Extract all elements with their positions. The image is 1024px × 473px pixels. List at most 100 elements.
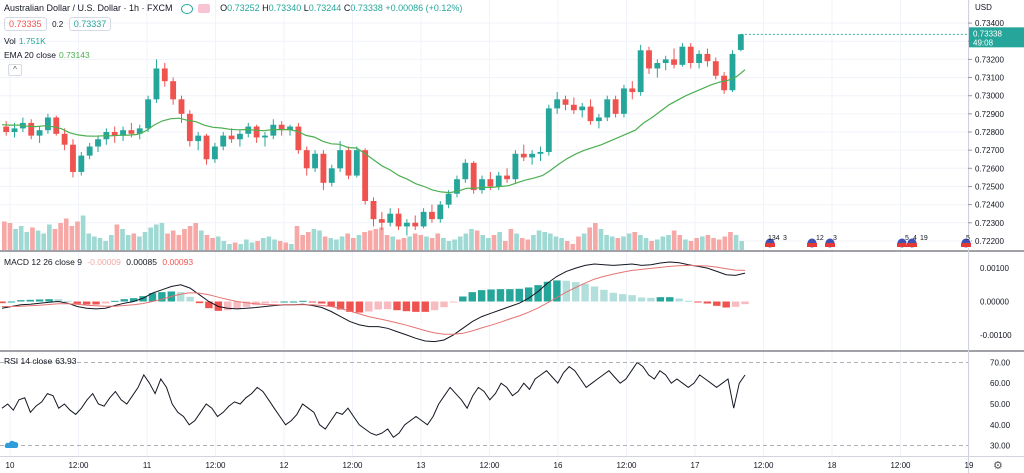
macd-hist-bar [609,292,618,302]
volume-bar [2,221,7,250]
collapse-legend-button[interactable]: ^ [8,64,22,76]
volume-bar [401,238,407,250]
macd-hist-bar [515,288,523,302]
volume-bar [30,227,35,250]
volume-bar [435,233,441,250]
time-tick-label: 12:00 [205,461,226,470]
macd-hist-bar [224,301,232,311]
ohlc-change: +0.00086 (+0.12%) [385,3,463,13]
volume-bar [317,230,322,250]
eye-icon[interactable] [181,3,194,14]
volume-bar [598,229,604,250]
macd-hist-bar [176,292,185,302]
price-tick-label: 0.73000 [975,92,1004,101]
candle-body [136,128,143,134]
volume-bar [615,238,621,250]
volume-bar [581,233,587,250]
volume-bar [677,235,683,250]
candle-body [145,99,152,129]
rsi-axis[interactable]: 70.00 60.00 50.00 40.00 30.00 [990,358,1011,450]
volume-bar [244,239,249,250]
price-axis[interactable]: 0.734000.733000.732000.731000.730000.729… [968,19,1024,246]
macd-hist-bar [242,301,251,307]
volume-bar [373,229,379,250]
volume-bar [86,233,92,250]
event-count: 19 [920,235,928,242]
macd-hist-bar [205,301,213,309]
macd-hist-bar [45,299,53,302]
ema-legend[interactable]: EMA 20 close 0.73143 [4,50,90,60]
candle-body [412,222,419,227]
volume-legend[interactable]: Vol 1.751K [4,36,46,46]
candle-body [604,99,611,118]
volume-bar [187,226,193,250]
macd-legend[interactable]: MACD 12 26 close 9 -0.00009 0.00085 0.00… [4,257,193,267]
volume-bar [683,239,688,250]
candle-body [621,88,627,114]
settings-gear-icon[interactable]: ⚙ [993,460,1003,472]
macd-hist-bar [92,301,100,305]
macd-hist-bar [129,298,138,302]
macd-tick-label: 0.00000 [980,298,1009,307]
volume-bar [328,238,334,250]
volume-bar [148,227,153,250]
volume-bar [429,238,435,250]
candlesticks[interactable] [3,33,744,236]
ohlc-close: 0.73338 [350,3,383,13]
macd-hist-bar [233,301,241,309]
buy-button[interactable]: 0.73337 [68,17,112,31]
volume-bar [728,232,733,250]
rsi-value: 63.93 [55,356,77,366]
symbol-title[interactable]: Australian Dollar / U.S. Dollar · 1h · F… [4,3,173,13]
macd-hist-bar [600,289,608,302]
macd-hist-bar [534,285,542,302]
macd-hist-bar [54,299,63,302]
volume-bar [699,236,705,250]
volume-bar [638,235,643,250]
candle-body [312,153,318,169]
macd-hist-bar [374,301,382,310]
volume-value: 1.751K [18,36,46,46]
economic-events[interactable]: 134 3 12 3 5 4 19 5 [764,235,972,249]
candle-body [11,128,18,132]
macd-label: MACD 12 26 close 9 [4,257,82,267]
macd-hist-bar [496,289,505,302]
candle-body [637,50,644,93]
macd-hist-bar [346,301,354,312]
candle-body [320,153,327,183]
ohlc-close-label: C [343,3,351,13]
volume-bar [441,238,446,250]
macd-hist-bar [393,301,401,311]
rsi-legend[interactable]: RSI 14 close 63.93 [4,356,76,366]
candle-body [378,219,385,223]
macd-axis[interactable]: 0.00100 0.00000 -0.00100 [980,264,1012,340]
time-tick-label: 12:00 [753,461,774,470]
time-axis[interactable]: 10 12:00 11 12:00 12 12:00 13 12:00 16 12:00 17 12:… [6,461,974,470]
candle-body [454,179,460,194]
candle-body [696,53,703,64]
macd-hist-bar [73,301,81,304]
candle-body [3,126,10,132]
alert-badge[interactable] [197,4,210,14]
volume-bar [688,241,694,250]
volume-bar [632,232,638,250]
volume-bar [221,241,227,250]
volume-bar [210,238,215,250]
volume-bar [559,238,564,250]
candle-body [120,130,126,136]
volume-bar [412,233,418,250]
price-tick-label: 0.72600 [975,164,1004,173]
candle-body [353,150,360,176]
macd-hist-bar [35,299,44,302]
volume-bar [486,238,491,250]
tradingview-logo[interactable] [4,436,20,454]
macd-hist-bar [139,296,147,302]
time-tick-label: 12 [280,461,289,470]
event-count: 12 [816,235,824,242]
candle-body [570,104,577,111]
sell-button[interactable]: 0.73335 [4,17,47,31]
event-count: 5 [966,235,970,242]
volume-bar [649,241,654,250]
volume-bar [125,235,131,250]
volume-bar [305,232,311,250]
